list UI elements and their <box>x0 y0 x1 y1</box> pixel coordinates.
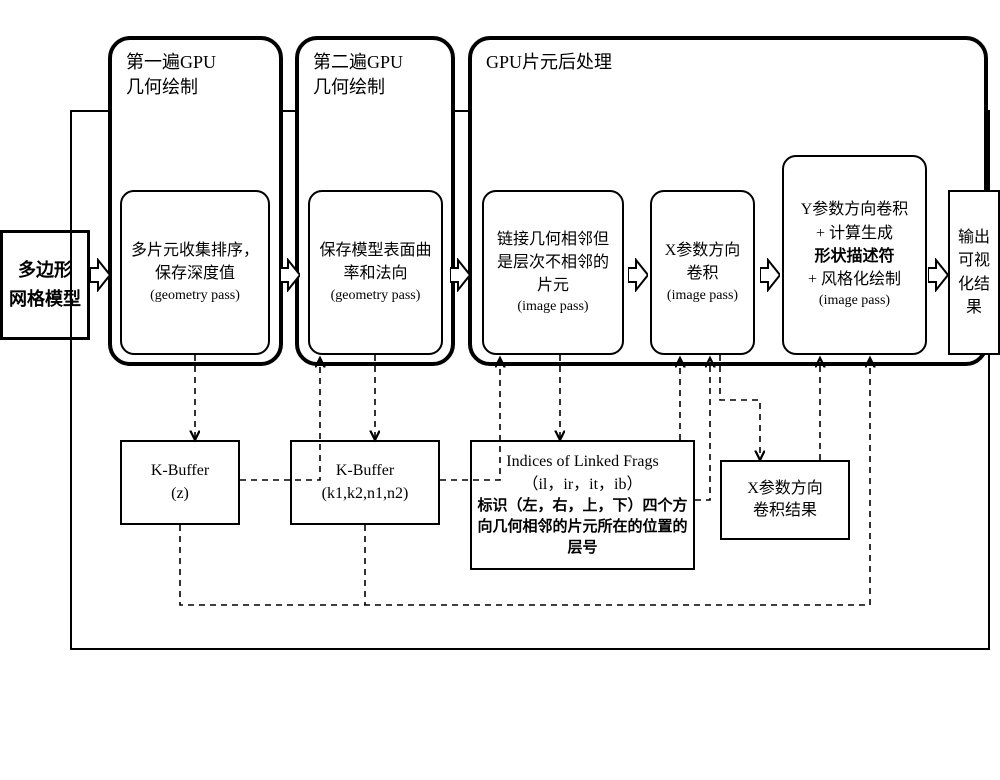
n3-text: 链接几何相邻但是层次不相邻的片元 <box>490 228 616 298</box>
r3-l3: 标识（左，右，上，下）四个方向几何相邻的片元所在的位置的层号 <box>476 496 689 559</box>
n2-sub: (geometry pass) <box>331 286 421 306</box>
n6-text: 输出可视化结果 <box>956 226 992 319</box>
r2-l2: (k1,k2,n1,n2) <box>322 483 409 505</box>
node-link-frags: 链接几何相邻但是层次不相邻的片元 (image pass) <box>482 190 624 355</box>
arrow-n2-n3 <box>450 258 470 292</box>
n2-text: 保存模型表面曲率和法向 <box>316 239 435 285</box>
buffer-kz: K-Buffer (z) <box>120 440 240 525</box>
r4-l2: 卷积结果 <box>753 500 817 522</box>
r2-l1: K-Buffer <box>336 460 394 482</box>
arrow-input-n1 <box>90 258 110 292</box>
input-label: 多边形网格模型 <box>9 256 81 314</box>
input-polygon-mesh: 多边形网格模型 <box>0 230 90 340</box>
arrow-n5-n6 <box>928 258 948 292</box>
n4-sub: (image pass) <box>667 286 738 306</box>
node-x-convolution: X参数方向卷积 (image pass) <box>650 190 755 355</box>
r1-l1: K-Buffer <box>151 460 209 482</box>
arrow-n1-n2 <box>280 258 300 292</box>
stage2-title: 第二遍GPU几何绘制 <box>313 50 403 100</box>
buffer-k-curv: K-Buffer (k1,k2,n1,n2) <box>290 440 440 525</box>
n5-l4: + 风格化绘制 <box>808 268 901 291</box>
node-y-conv-shape-style: Y参数方向卷积 + 计算生成 形状描述符 + 风格化绘制 (image pass… <box>782 155 927 355</box>
buffer-x-result: X参数方向 卷积结果 <box>720 460 850 540</box>
n1-sub: (geometry pass) <box>150 286 240 306</box>
arrow-n4-n5 <box>760 258 780 292</box>
node-surface-curvature: 保存模型表面曲率和法向 (geometry pass) <box>308 190 443 355</box>
stage1-title: 第一遍GPU几何绘制 <box>126 50 216 100</box>
r4-l1: X参数方向 <box>747 478 823 500</box>
n5-l2: + 计算生成 <box>816 222 893 245</box>
n5-l1: Y参数方向卷积 <box>801 198 909 221</box>
r3-l2: （il，ir，it，ib） <box>522 474 642 496</box>
n1-text: 多片元收集排序，保存深度值 <box>128 239 262 285</box>
arrow-n3-n4 <box>628 258 648 292</box>
n3-sub: (image pass) <box>517 297 588 317</box>
n4-text: X参数方向卷积 <box>658 239 747 285</box>
node-output: 输出可视化结果 <box>948 190 1000 355</box>
buffer-linked-indices: Indices of Linked Frags （il，ir，it，ib） 标识… <box>470 440 695 570</box>
stage3-title: GPU片元后处理 <box>486 50 612 75</box>
r3-l1: Indices of Linked Frags <box>506 451 658 473</box>
n5-sub: (image pass) <box>819 291 890 311</box>
node-multifrag-sort: 多片元收集排序，保存深度值 (geometry pass) <box>120 190 270 355</box>
n5-l3: 形状描述符 <box>814 245 894 268</box>
r1-l2: (z) <box>171 483 189 505</box>
